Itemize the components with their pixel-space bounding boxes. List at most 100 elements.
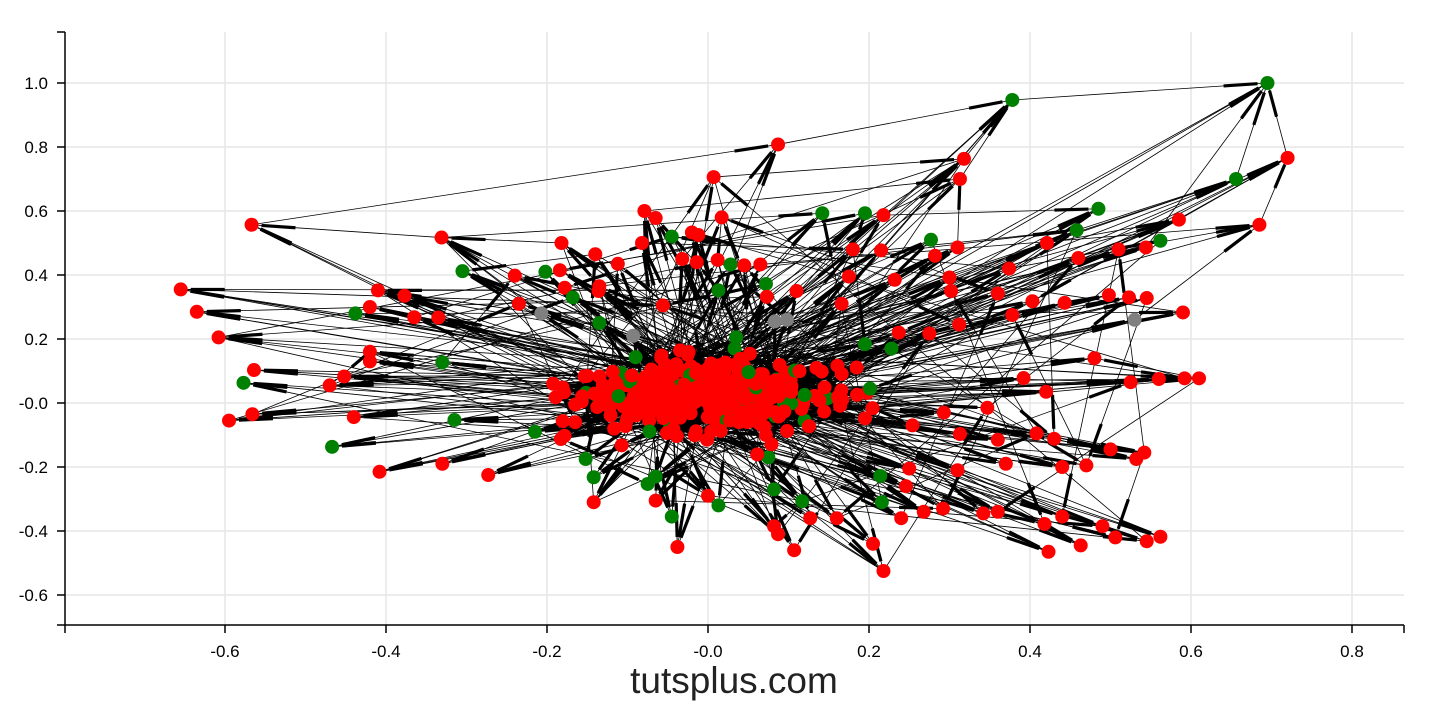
- edge-arrow: [800, 490, 830, 514]
- edge-arrow: [720, 182, 749, 207]
- green-node: [236, 375, 251, 390]
- edge-arrow: [1050, 358, 1085, 367]
- red-node: [784, 384, 799, 399]
- red-node: [944, 284, 959, 298]
- red-node: [789, 284, 804, 298]
- graph-edge: [804, 158, 965, 396]
- red-node: [1039, 236, 1054, 250]
- edge-arrow: [606, 293, 640, 311]
- edge-arrow: [963, 447, 997, 462]
- edge-arrow: [772, 493, 803, 515]
- edge-arrow: [1104, 525, 1138, 540]
- edge-arrow: [605, 296, 634, 321]
- red-node: [1055, 460, 1070, 474]
- red-node: [603, 398, 618, 413]
- red-node: [618, 419, 633, 434]
- edge-arrow: [1103, 358, 1138, 369]
- red-node: [577, 369, 592, 384]
- graph-edge: [243, 382, 803, 502]
- green-node: [611, 389, 626, 404]
- red-node: [771, 527, 786, 542]
- red-node: [728, 390, 743, 405]
- graph-edge: [755, 229, 1077, 385]
- graph-edge: [564, 158, 965, 289]
- edge-arrow: [206, 309, 241, 314]
- edge-arrow: [883, 491, 916, 509]
- edge-arrow: [1008, 530, 1041, 549]
- x-tick-label: 0.6: [1179, 642, 1203, 661]
- green-node: [723, 257, 738, 272]
- red-node: [557, 280, 572, 295]
- red-node: [1103, 442, 1118, 457]
- green-node: [578, 452, 593, 466]
- red-node: [990, 504, 1005, 519]
- green-node: [815, 206, 830, 221]
- edge-arrow: [821, 344, 856, 354]
- red-node: [246, 363, 261, 378]
- y-tick-label: -0.0: [19, 394, 48, 413]
- graph-edge: [438, 259, 718, 318]
- edge-arrow: [901, 340, 925, 370]
- red-node: [732, 376, 747, 391]
- red-node: [829, 511, 844, 526]
- red-node: [607, 421, 622, 436]
- red-node: [689, 255, 704, 270]
- red-node: [887, 272, 902, 287]
- edge-layer: [180, 82, 1288, 572]
- edge-arrow: [940, 499, 975, 513]
- green-node: [586, 470, 601, 485]
- red-node: [1055, 509, 1070, 524]
- edge-arrow: [261, 223, 296, 230]
- green-node: [1153, 233, 1168, 248]
- axes: -0.6 -0.4 -0.2 -0.0 0.2 0.4 0.6 0.8 1.0 0.8 0.6 0.…: [19, 31, 1405, 661]
- red-node: [780, 424, 795, 439]
- edge-arrow: [904, 262, 930, 291]
- red-node: [557, 385, 572, 400]
- edge-arrow: [451, 236, 486, 242]
- x-tick-label: -0.2: [532, 642, 561, 661]
- x-tick-label: -0.4: [371, 642, 400, 661]
- edge-arrow: [485, 282, 510, 311]
- red-node: [936, 405, 951, 420]
- red-node: [1037, 516, 1052, 531]
- red-node: [952, 172, 967, 186]
- edge-arrow: [645, 220, 658, 254]
- green-node: [863, 381, 878, 396]
- red-node: [1138, 240, 1153, 255]
- edge-arrow: [658, 468, 676, 495]
- gray-node: [779, 312, 794, 327]
- edge-arrow: [814, 281, 843, 307]
- edge-arrow: [979, 378, 1014, 388]
- red-node: [591, 284, 606, 298]
- edge-arrow: [451, 447, 485, 462]
- edge-arrow: [1088, 423, 1103, 457]
- green-node: [874, 495, 889, 510]
- green-node: [767, 482, 782, 497]
- red-node: [1122, 290, 1137, 305]
- green-node: [727, 341, 742, 356]
- green-node: [1091, 201, 1106, 216]
- edge-arrow: [607, 288, 641, 306]
- edge-arrow: [750, 305, 765, 339]
- red-node: [1087, 351, 1102, 366]
- edge-arrow: [1116, 498, 1130, 530]
- red-node: [553, 432, 568, 447]
- red-node: [568, 397, 583, 412]
- red-node: [555, 414, 570, 429]
- edge-arrow: [1093, 302, 1123, 326]
- edge-arrow: [677, 503, 687, 538]
- red-node: [857, 411, 872, 426]
- edge-arrow: [722, 284, 757, 295]
- edge-arrow: [966, 270, 1001, 285]
- edge-arrow: [643, 252, 656, 286]
- red-node: [850, 387, 865, 402]
- edge-arrow: [379, 352, 414, 362]
- gray-node: [767, 314, 782, 329]
- edge-arrow: [841, 253, 874, 274]
- edge-arrow: [809, 309, 836, 337]
- edge-arrow: [414, 295, 449, 306]
- edge-arrow: [847, 348, 882, 357]
- edge-arrow: [680, 414, 701, 433]
- green-node: [664, 509, 679, 524]
- red-node: [552, 263, 567, 278]
